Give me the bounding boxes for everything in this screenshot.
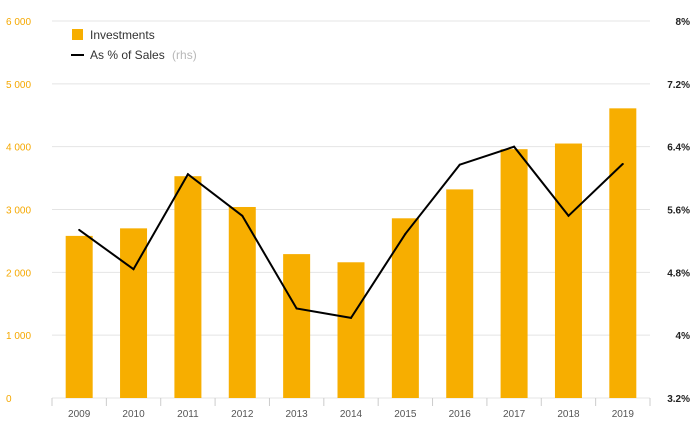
x-tick-label: 2014 [340, 409, 363, 420]
sales-percent-point [513, 145, 516, 148]
sales-percent-point [186, 173, 189, 176]
x-tick-label: 2010 [122, 409, 145, 420]
x-tick-label: 2013 [286, 409, 309, 420]
left-tick-label: 5 000 [6, 80, 31, 91]
x-axis: 2009 2010 2011 2012 2013 2014 2015 2016 2017 2018… [51, 398, 651, 420]
investment-bar [446, 189, 474, 398]
investment-bar [391, 218, 419, 398]
right-tick-label: 5.6% [667, 206, 690, 217]
investment-bar [120, 228, 148, 398]
sales-percent-point [458, 163, 461, 166]
right-tick-label: 3.2% [667, 394, 690, 405]
sales-percent-point [567, 214, 570, 217]
sales-percent-line [78, 145, 624, 319]
right-tick-label: 6.4% [667, 143, 690, 154]
investment-bar [554, 143, 582, 398]
left-tick-label: 1 000 [6, 331, 31, 342]
x-tick-label: 2011 [177, 409, 199, 420]
left-tick-label: 0 [6, 394, 12, 405]
legend-swatch-investments [72, 29, 83, 40]
sales-percent-point [621, 162, 624, 165]
sales-percent-point [78, 228, 81, 231]
right-tick-label: 7.2% [667, 80, 690, 91]
x-tick-label: 2019 [612, 409, 635, 420]
sales-percent-point [132, 268, 135, 271]
right-tick-label: 4% [676, 331, 691, 342]
sales-percent-point [295, 307, 298, 310]
investment-bar [283, 254, 311, 398]
legend-label-sales-percent: As % of Sales [90, 48, 165, 62]
left-tick-label: 4 000 [6, 143, 31, 154]
legend-label-sales-percent-group: As % of Sales (rhs) [90, 48, 197, 62]
investment-bar [500, 149, 528, 398]
sales-percent-point [241, 214, 244, 217]
investment-bar [65, 235, 93, 398]
investment-bar [174, 176, 202, 398]
investment-bars [65, 108, 637, 399]
investment-bar [337, 262, 365, 398]
right-axis: 3.2% 4% 4.8% 5.6% 6.4% 7.2% 8% [667, 17, 690, 405]
x-tick-label: 2012 [231, 409, 254, 420]
legend-label-investments: Investments [90, 28, 155, 42]
x-tick-label: 2015 [394, 409, 417, 420]
legend: Investments As % of Sales (rhs) [71, 28, 197, 62]
sales-percent-point [350, 316, 352, 319]
left-axis: 0 1 000 2 000 3 000 4 000 5 000 6 000 [6, 17, 31, 405]
legend-label-rhs: (rhs) [172, 48, 197, 62]
investment-bar [228, 206, 256, 398]
investment-bar [609, 108, 637, 399]
left-tick-label: 3 000 [6, 206, 31, 217]
right-tick-label: 8% [676, 17, 691, 28]
left-tick-label: 2 000 [6, 268, 31, 279]
x-tick-label: 2017 [503, 409, 526, 420]
x-tick-label: 2009 [68, 409, 91, 420]
left-tick-label: 6 000 [6, 17, 31, 28]
sales-percent-point [404, 232, 407, 235]
x-tick-label: 2018 [557, 409, 580, 420]
x-tick-label: 2016 [449, 409, 472, 420]
right-tick-label: 4.8% [667, 268, 690, 279]
